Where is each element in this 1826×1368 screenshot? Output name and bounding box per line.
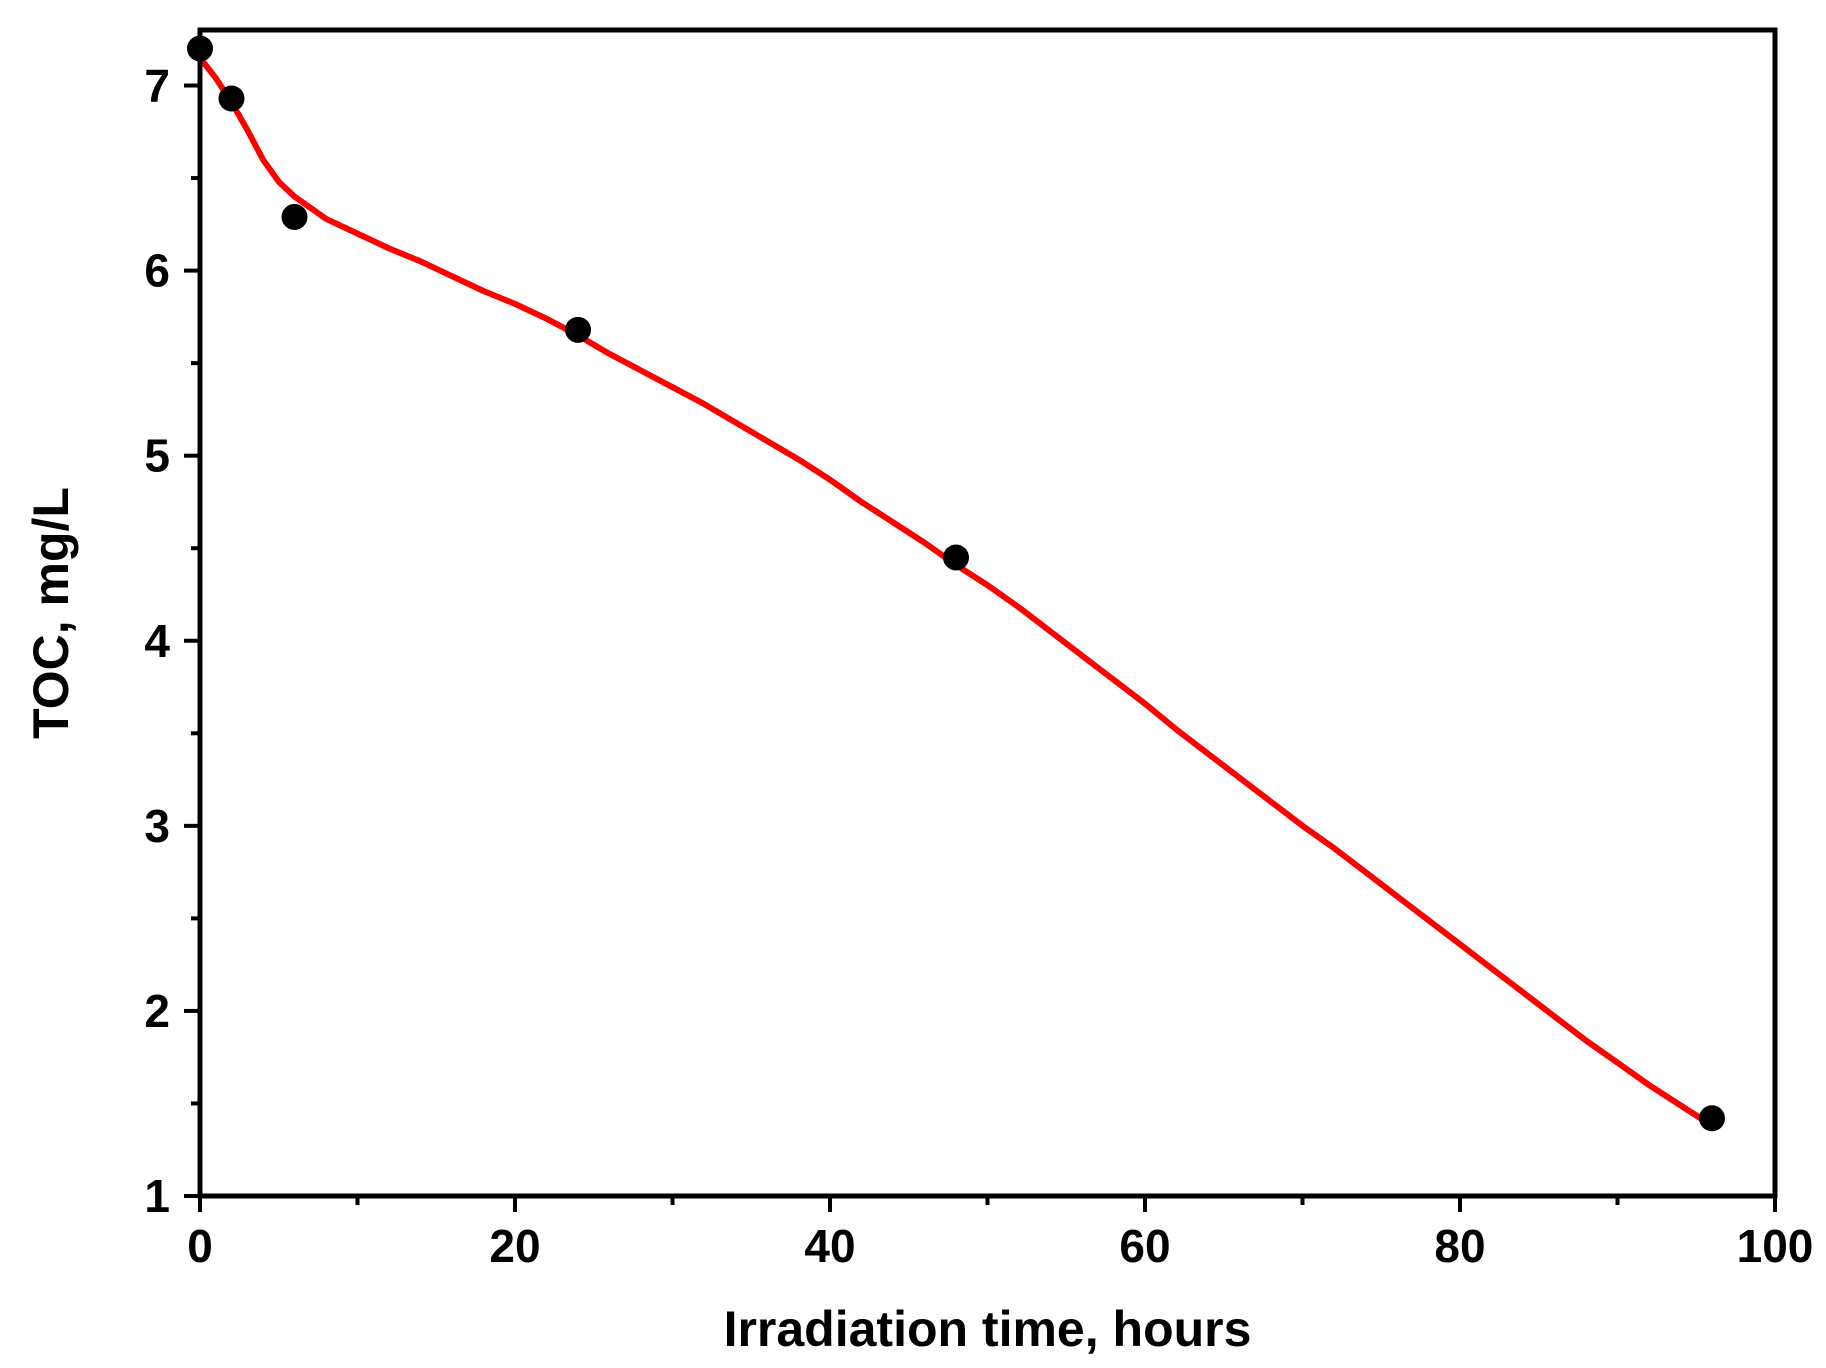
y-axis-title: TOC, mg/L <box>23 487 79 739</box>
axis-ticks <box>184 83 1777 1212</box>
data-point <box>943 544 969 571</box>
data-point <box>565 316 591 343</box>
data-point <box>218 85 245 112</box>
x-tick-label: 20 <box>489 1220 540 1272</box>
y-tick-labels: 1 2 3 4 5 6 7 <box>144 60 170 1222</box>
y-tick-label: 6 <box>144 245 170 297</box>
x-tick-label: 80 <box>1434 1220 1485 1272</box>
x-tick-label: 40 <box>804 1220 855 1272</box>
y-tick-label: 1 <box>144 1170 170 1222</box>
x-axis-title: Irradiation time, hours <box>724 1301 1252 1357</box>
y-tick-label: 2 <box>144 985 170 1037</box>
x-tick-label: 60 <box>1119 1220 1170 1272</box>
y-tick-label: 4 <box>144 615 170 667</box>
x-tick-labels: 0 20 40 60 80 100 <box>187 1220 1813 1272</box>
data-points <box>187 35 1725 1132</box>
y-tick-label: 3 <box>144 800 170 852</box>
y-tick-label: 5 <box>144 430 170 482</box>
x-tick-label: 100 <box>1737 1220 1814 1272</box>
y-tick-label: 7 <box>144 60 170 112</box>
fit-line <box>197 54 1715 1129</box>
data-point <box>1699 1105 1725 1132</box>
data-point <box>281 203 308 230</box>
fit-line-layer <box>197 54 1715 1129</box>
x-tick-label: 0 <box>187 1220 213 1272</box>
plot-frame <box>197 27 1778 1199</box>
